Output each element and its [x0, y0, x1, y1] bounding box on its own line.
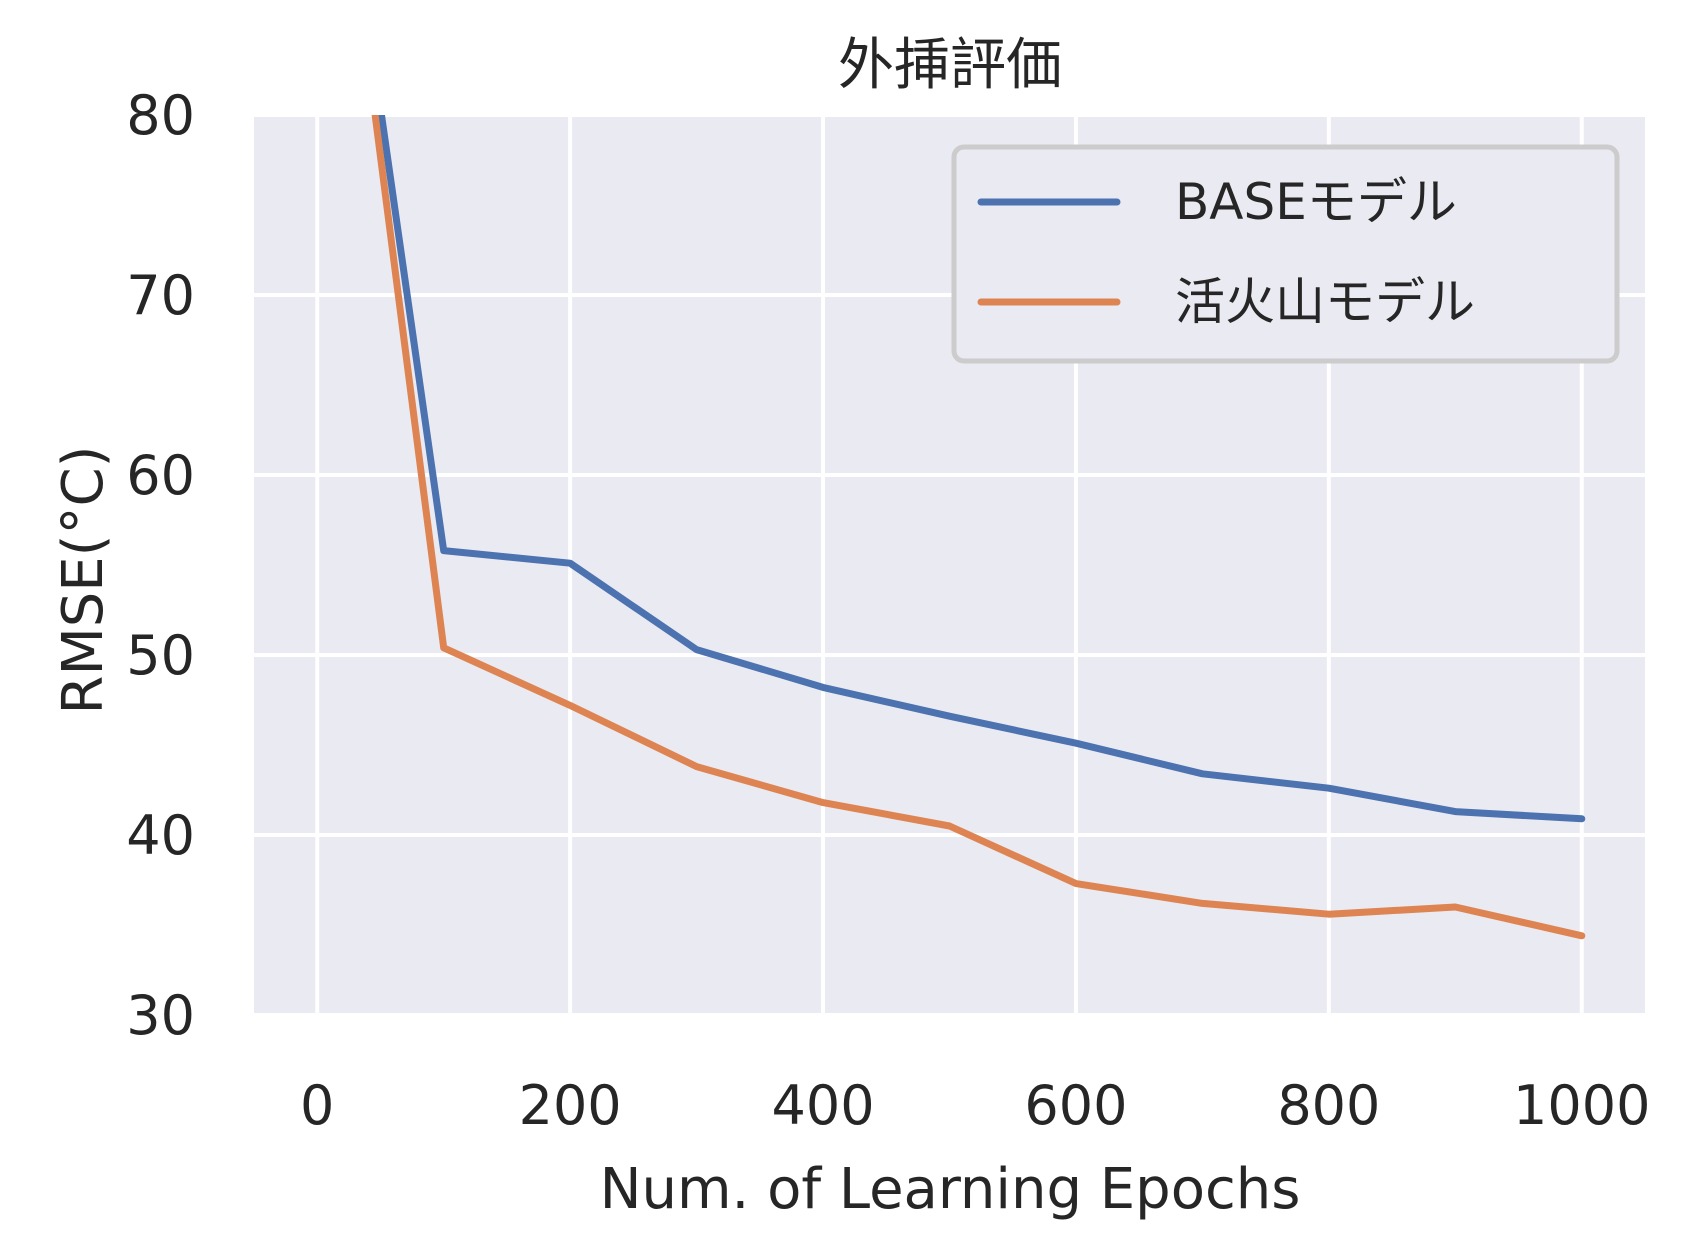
series-line-base — [377, 115, 1586, 823]
x-tick-label: 400 — [772, 1074, 875, 1137]
x-tick-label: 200 — [519, 1074, 622, 1137]
x-tick-label: 600 — [1024, 1074, 1127, 1137]
legend-label-kazan: 活火山モデル — [1175, 273, 1475, 331]
lines — [371, 115, 1586, 940]
x-tick-label: 800 — [1277, 1074, 1380, 1137]
series-line-kazan — [371, 115, 1586, 940]
x-axis-title: Num. of Learning Epochs — [600, 1157, 1301, 1222]
x-tick-label: 1000 — [1513, 1074, 1650, 1137]
y-tick-label: 40 — [126, 804, 195, 867]
y-axis-ticks: 30 40 50 60 70 80 — [126, 84, 195, 1047]
x-tick-label: 0 — [300, 1074, 334, 1137]
y-tick-label: 30 — [126, 984, 195, 1047]
y-tick-label: 70 — [126, 264, 195, 327]
y-axis-title: RMSE(°C) — [51, 446, 116, 715]
y-tick-label: 50 — [126, 624, 195, 687]
y-tick-label: 80 — [126, 84, 195, 147]
legend-label-base: BASEモデル — [1175, 173, 1457, 231]
y-tick-label: 60 — [126, 444, 195, 507]
x-axis-ticks: 0 200 400 600 800 1000 — [300, 1074, 1650, 1137]
legend: BASEモデル 活火山モデル — [951, 144, 1620, 364]
chart-title: 外挿評価 — [838, 33, 1062, 98]
